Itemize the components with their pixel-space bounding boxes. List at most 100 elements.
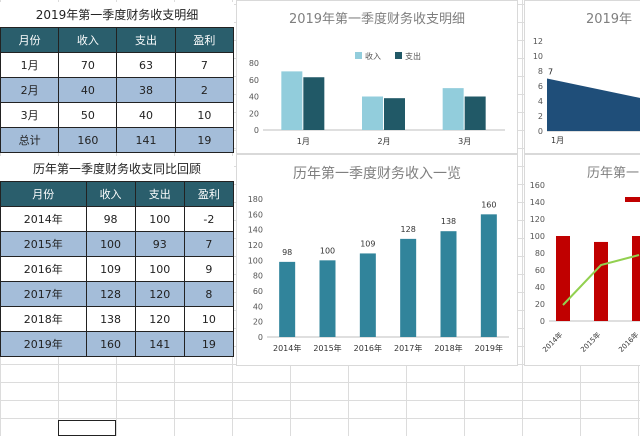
chart-title: 历年第一季度财务收入一览	[293, 165, 461, 182]
table-cell[interactable]: 3月	[0, 102, 60, 128]
table-cell[interactable]: 141	[134, 331, 185, 357]
column-header[interactable]: 月份	[0, 27, 60, 53]
data-label: 98	[282, 248, 292, 257]
data-label: 100	[320, 246, 335, 255]
table-cell[interactable]: 总计	[0, 127, 60, 153]
table-cell[interactable]: 8	[183, 281, 235, 307]
table-cell[interactable]: 10	[183, 306, 235, 332]
y-tick-label: 80	[535, 249, 545, 258]
table-cell[interactable]: 109	[85, 256, 136, 282]
column-header[interactable]: 支出	[134, 181, 185, 207]
table-cell[interactable]: 120	[134, 306, 185, 332]
column-header[interactable]: 收入	[85, 181, 136, 207]
y-tick-label: 10	[533, 52, 543, 61]
table-cell[interactable]: 1月	[0, 52, 60, 78]
table-cell[interactable]: 93	[134, 231, 185, 257]
area-fill	[547, 78, 640, 131]
bar	[281, 71, 303, 130]
table-cell[interactable]: 70	[58, 52, 118, 78]
table-cell[interactable]: 2019年	[0, 331, 87, 357]
table-cell[interactable]: 50	[58, 102, 118, 128]
table-header-row: 月份 收入 支出 盈利	[0, 181, 235, 207]
table-cell[interactable]: 7	[174, 52, 235, 78]
x-tick-label: 2016年	[616, 330, 640, 354]
table-cell[interactable]: 2月	[0, 77, 60, 103]
table-cell[interactable]: 38	[116, 77, 176, 103]
y-tick-label: 120	[530, 215, 545, 224]
y-tick-label: 60	[249, 76, 259, 85]
table-cell[interactable]: 160	[85, 331, 136, 357]
x-tick-label: 2015年	[313, 343, 341, 353]
column-header[interactable]: 盈利	[183, 181, 235, 207]
y-tick-label: 140	[248, 226, 263, 235]
bar	[279, 261, 296, 337]
yearly-income-chart-panel[interactable]: 历年第一季度财务收入一览 0 20 40 60 80 100 120 140 160 180 98 20…	[236, 154, 518, 366]
combo-chart-panel[interactable]: 历年第一 0 20 40 60 80 100 120 140 160 2014年 2015年 2016年	[524, 154, 640, 366]
legend-swatch	[395, 52, 402, 59]
table-cell[interactable]: 98	[85, 206, 136, 232]
table-cell[interactable]: 10	[174, 102, 235, 128]
table-cell[interactable]: 9	[183, 256, 235, 282]
y-tick-label: 40	[253, 302, 263, 311]
y-tick-label: 180	[248, 195, 263, 204]
table-cell[interactable]: 40	[58, 77, 118, 103]
selected-cell[interactable]	[58, 420, 116, 436]
table-cell[interactable]: 19	[183, 331, 235, 357]
monthly-bar-chart-panel[interactable]: 2019年第一季度财务收支明细 收入 支出 0 20 40 60 80 1月 2月 3月	[236, 0, 518, 154]
table-cell[interactable]: 100	[134, 206, 185, 232]
table-cell[interactable]: 100	[134, 256, 185, 282]
data-label: 138	[441, 217, 456, 226]
table-cell[interactable]: 63	[116, 52, 176, 78]
column-header[interactable]: 支出	[116, 27, 176, 53]
table-cell[interactable]: 160	[58, 127, 118, 153]
table-cell[interactable]: 100	[85, 231, 136, 257]
table-cell[interactable]: 7	[183, 231, 235, 257]
area-chart-panel[interactable]: 2019年 0 2 4 6 8 10 12 7 1月	[524, 0, 640, 154]
y-tick-label: 80	[249, 59, 259, 68]
table-row: 总计 160 141 19	[0, 127, 235, 153]
bar	[556, 236, 570, 321]
column-header[interactable]: 收入	[58, 27, 118, 53]
bar	[362, 96, 383, 130]
monthly-finance-table: 2019年第一季度财务收支明细 月份 收入 支出 盈利 1月 70 63 7 2月 40 38 2 3月…	[0, 2, 235, 153]
table-cell[interactable]: 40	[116, 102, 176, 128]
column-header[interactable]: 月份	[0, 181, 87, 207]
legend-swatch	[355, 52, 362, 59]
table-cell[interactable]: 2016年	[0, 256, 87, 282]
x-tick-label: 3月	[458, 137, 471, 146]
y-tick-label: 40	[249, 93, 259, 102]
table-cell[interactable]: 2	[174, 77, 235, 103]
table-title: 历年第一季度财务收支同比回顾	[32, 162, 201, 176]
table-cell[interactable]: 2018年	[0, 306, 87, 332]
table-row: 1月 70 63 7	[0, 52, 235, 78]
column-header[interactable]: 盈利	[174, 27, 235, 53]
table-cell[interactable]: 120	[134, 281, 185, 307]
table-cell[interactable]: 141	[116, 127, 176, 153]
x-tick-label: 2014年	[540, 330, 564, 354]
y-tick-label: 0	[254, 126, 259, 135]
table-cell[interactable]: 2015年	[0, 231, 87, 257]
x-tick-label: 2018年	[434, 343, 462, 353]
chart-title: 2019年	[586, 12, 632, 27]
x-tick-label: 2017年	[394, 343, 422, 353]
table-cell[interactable]: 128	[85, 281, 136, 307]
bar	[384, 98, 405, 130]
table-cell[interactable]: 2017年	[0, 281, 87, 307]
y-tick-label: 0	[258, 333, 263, 342]
table-cell[interactable]: -2	[183, 206, 235, 232]
bar	[319, 260, 336, 337]
data-label: 109	[360, 239, 375, 248]
table-header-row: 月份 收入 支出 盈利	[0, 27, 235, 53]
y-tick-label: 2	[538, 112, 543, 121]
chart-title: 历年第一	[587, 166, 639, 181]
y-tick-label: 4	[538, 97, 543, 106]
x-tick-label: 1月	[551, 136, 564, 145]
table-cell[interactable]: 2014年	[0, 206, 87, 232]
bar	[359, 253, 376, 337]
y-tick-label: 20	[535, 300, 545, 309]
y-tick-label: 6	[538, 82, 543, 91]
table-cell[interactable]: 19	[174, 127, 235, 153]
bar	[632, 236, 640, 321]
table-cell[interactable]: 138	[85, 306, 136, 332]
